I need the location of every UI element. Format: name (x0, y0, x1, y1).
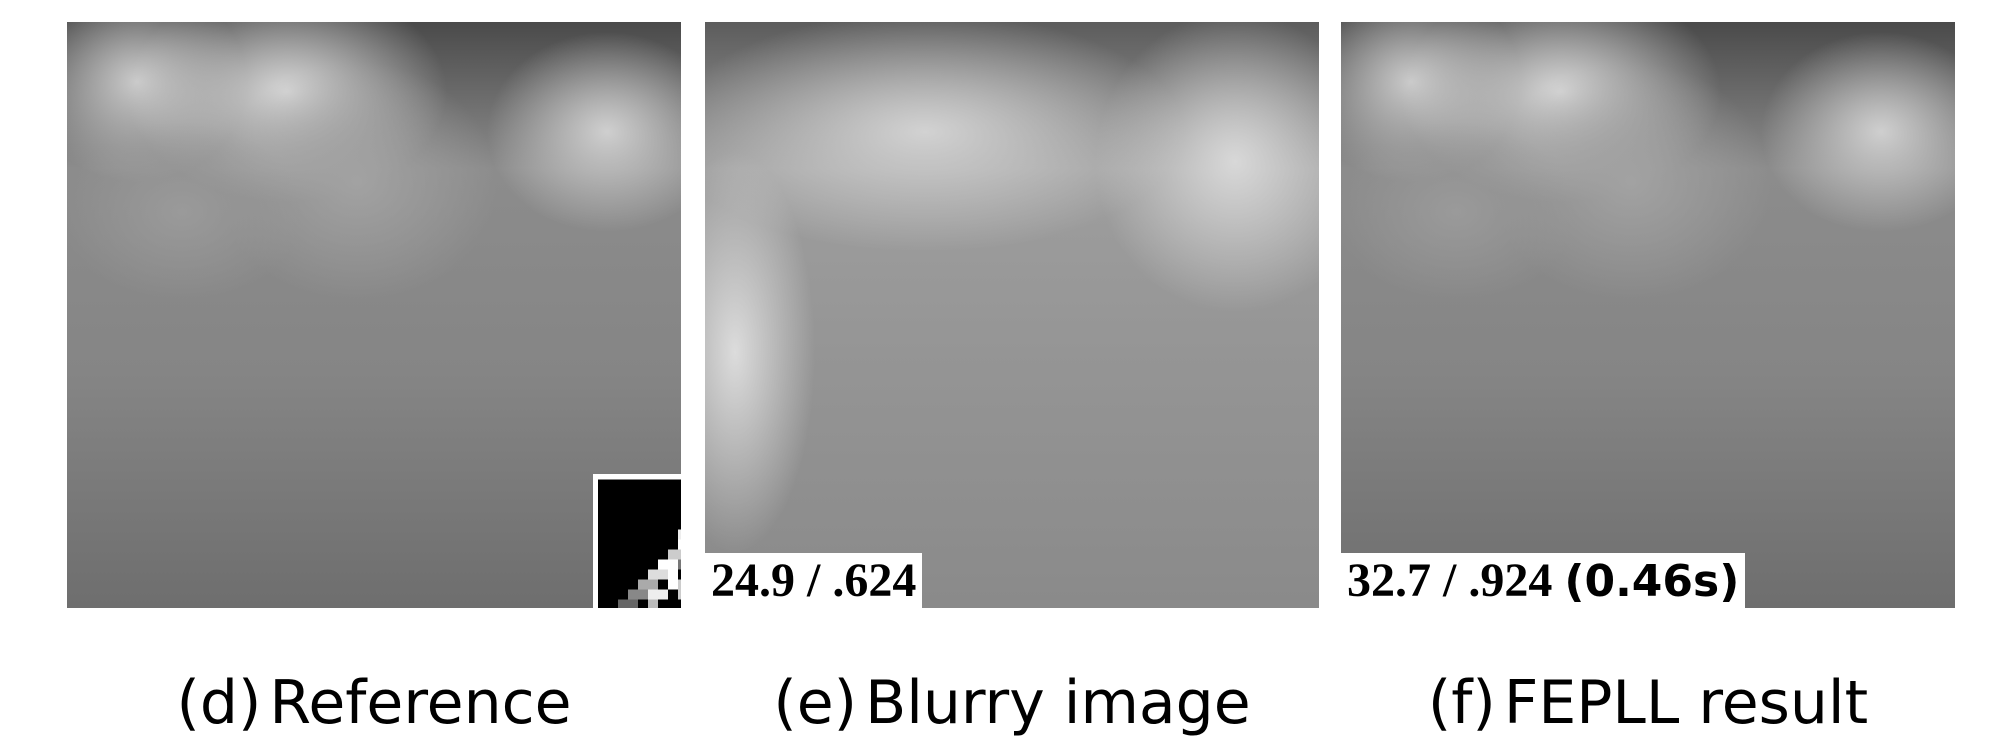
figure: 24.9 / .624 32.7 / .924 (0.46s) (d)Refer… (0, 0, 1993, 746)
fepll-result-image (1341, 22, 1955, 608)
caption-label: (f) (1428, 668, 1496, 738)
caption: (e)Blurry image (705, 668, 1319, 738)
blurry-image (705, 22, 1319, 608)
caption: (d)Reference (67, 668, 681, 738)
reference-image (67, 22, 681, 608)
metric-label: 32.7 / .924 (0.46s) (1341, 553, 1745, 608)
psnr-ssim: 24.9 / .624 (711, 554, 916, 607)
kernel (598, 479, 681, 608)
metric-label: 24.9 / .624 (705, 553, 922, 608)
blur-kernel-inset (593, 474, 681, 608)
caption-label: (e) (773, 668, 857, 738)
caption-text: Reference (269, 668, 571, 738)
psnr-ssim: 32.7 / .924 (1347, 554, 1552, 607)
caption-text: Blurry image (865, 668, 1251, 738)
runtime: (0.46s) (1564, 556, 1739, 607)
caption: (f)FEPLL result (1341, 668, 1955, 738)
caption-text: FEPLL result (1504, 668, 1868, 738)
caption-label: (d) (176, 668, 261, 738)
